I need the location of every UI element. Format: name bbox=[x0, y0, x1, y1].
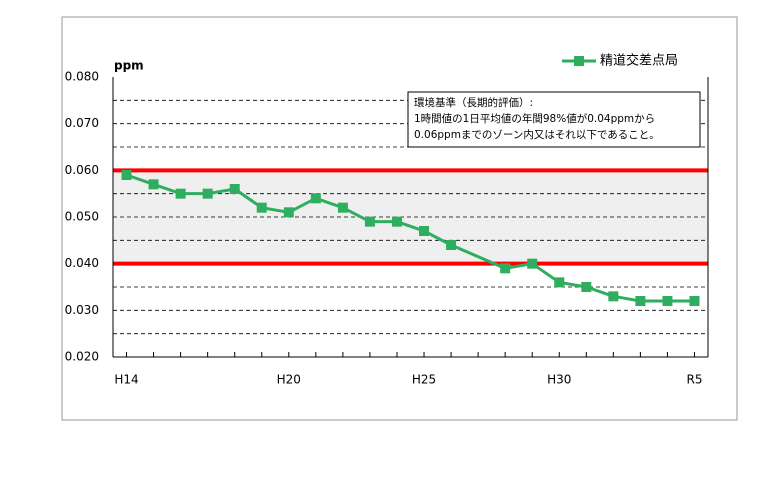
marker bbox=[689, 296, 700, 306]
marker bbox=[446, 240, 457, 250]
x-tick-label: H30 bbox=[547, 373, 571, 387]
marker bbox=[581, 282, 592, 292]
marker bbox=[391, 216, 402, 227]
marker bbox=[635, 296, 646, 306]
legend-label: 精道交差点局 bbox=[600, 53, 678, 69]
marker bbox=[500, 263, 511, 274]
y-tick-label: 0.060 bbox=[65, 163, 99, 177]
y-tick-label: 0.070 bbox=[65, 116, 99, 130]
annotation-box bbox=[407, 91, 701, 148]
marker bbox=[310, 193, 321, 204]
legend-marker bbox=[574, 56, 584, 66]
marker bbox=[662, 296, 673, 306]
y-tick-label: 0.040 bbox=[65, 256, 99, 270]
marker bbox=[337, 202, 348, 213]
marker bbox=[527, 258, 538, 269]
x-tick-label: H20 bbox=[277, 373, 301, 387]
y-tick-label: 0.050 bbox=[65, 210, 99, 224]
marker bbox=[419, 226, 430, 236]
marker bbox=[121, 170, 132, 180]
x-tick-label: H25 bbox=[412, 373, 436, 387]
marker bbox=[283, 207, 294, 218]
marker bbox=[554, 277, 565, 288]
y-tick-label: 0.080 bbox=[65, 70, 99, 84]
marker bbox=[256, 202, 267, 213]
annotation-text: 1時間値の1日平均値の年間98%値が0.04ppmから bbox=[414, 112, 655, 125]
marker bbox=[175, 188, 186, 199]
annotation-text: 環境基準（長期的評価）: bbox=[414, 96, 533, 109]
y-tick-label: 0.020 bbox=[65, 350, 99, 364]
x-tick-label: R5 bbox=[686, 373, 702, 387]
marker bbox=[202, 188, 213, 199]
y-axis-label: ppm bbox=[114, 59, 144, 73]
marker bbox=[148, 179, 159, 190]
marker bbox=[364, 216, 375, 227]
marker bbox=[608, 291, 619, 302]
line-connector bbox=[450, 243, 506, 270]
annotation-text: 0.06ppmまでのゾーン内又はそれ以下であること。 bbox=[414, 128, 660, 141]
x-tick-label: H14 bbox=[114, 373, 138, 387]
marker bbox=[229, 184, 240, 194]
y-tick-label: 0.030 bbox=[65, 303, 99, 317]
